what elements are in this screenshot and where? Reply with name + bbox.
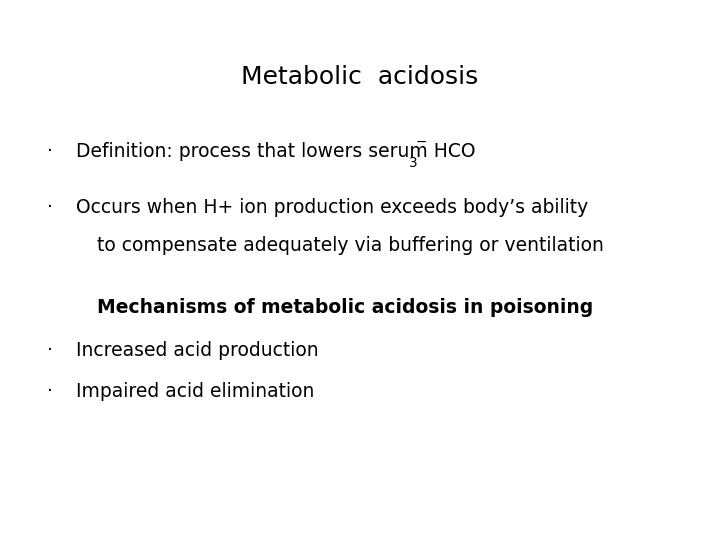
Text: Impaired acid elimination: Impaired acid elimination <box>76 382 314 401</box>
Text: Mechanisms of metabolic acidosis in poisoning: Mechanisms of metabolic acidosis in pois… <box>97 298 593 318</box>
Text: to compensate adequately via buffering or ventilation: to compensate adequately via buffering o… <box>97 236 604 255</box>
Text: Increased acid production: Increased acid production <box>76 341 318 361</box>
Text: ·: · <box>48 382 53 401</box>
Text: Occurs when H+ ion production exceeds body’s ability: Occurs when H+ ion production exceeds bo… <box>76 198 588 218</box>
Text: ·: · <box>48 198 53 218</box>
Text: 3: 3 <box>409 156 418 170</box>
Text: −: − <box>415 134 427 149</box>
Text: Definition: process that lowers serum HCO: Definition: process that lowers serum HC… <box>76 141 475 161</box>
Text: Metabolic  acidosis: Metabolic acidosis <box>241 65 479 89</box>
Text: ·: · <box>48 141 53 161</box>
Text: ·: · <box>48 341 53 361</box>
